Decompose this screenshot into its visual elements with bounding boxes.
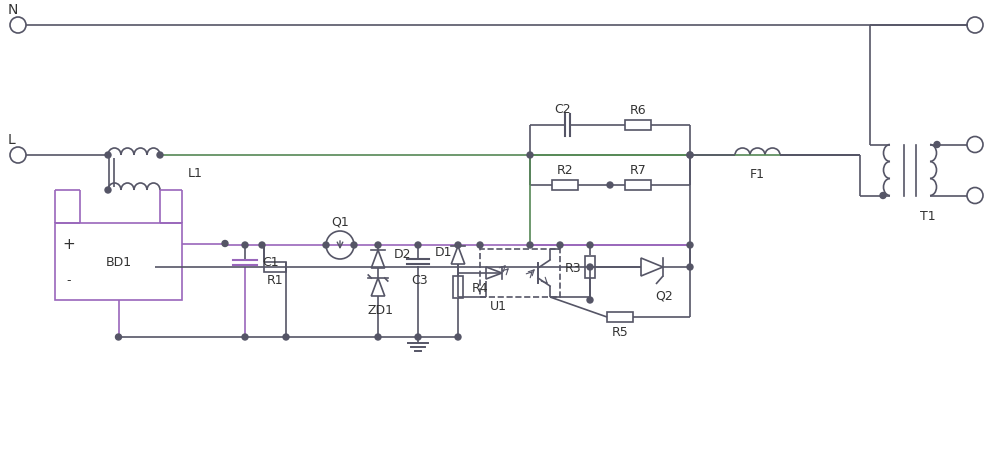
Text: C1: C1 (262, 256, 279, 269)
Text: U1: U1 (490, 300, 507, 313)
Circle shape (259, 243, 265, 248)
Circle shape (687, 243, 693, 248)
Text: BD1: BD1 (105, 255, 132, 268)
Bar (55, 223, 182, 300)
Text: D1: D1 (435, 245, 453, 258)
Text: N: N (8, 3, 18, 17)
Circle shape (527, 243, 533, 248)
Bar (552, 181, 578, 191)
Text: D2: D2 (394, 248, 412, 261)
Circle shape (116, 334, 122, 340)
Text: C3: C3 (412, 273, 428, 286)
Circle shape (222, 241, 228, 247)
Circle shape (415, 243, 421, 248)
Circle shape (880, 193, 886, 199)
Text: R4: R4 (472, 281, 489, 294)
Text: R2: R2 (557, 163, 573, 176)
Circle shape (323, 243, 329, 248)
Text: -: - (67, 273, 71, 286)
Text: L: L (8, 133, 16, 147)
Circle shape (527, 153, 533, 159)
Circle shape (105, 153, 111, 159)
Bar (264, 263, 286, 273)
Text: Q1: Q1 (331, 215, 349, 228)
Circle shape (455, 334, 461, 340)
Bar (625, 181, 651, 191)
Circle shape (687, 153, 693, 159)
Text: L1: L1 (188, 166, 202, 179)
Circle shape (157, 153, 163, 159)
Circle shape (587, 264, 593, 270)
Bar (585, 257, 595, 278)
Circle shape (607, 182, 613, 188)
Text: C2: C2 (555, 102, 571, 115)
Circle shape (687, 153, 693, 159)
Bar (625, 121, 651, 131)
Circle shape (455, 243, 461, 248)
Circle shape (105, 187, 111, 193)
Circle shape (477, 243, 483, 248)
Circle shape (375, 243, 381, 248)
Text: Q2: Q2 (655, 289, 673, 302)
Circle shape (415, 334, 421, 340)
Text: R1: R1 (267, 274, 283, 287)
Bar (480, 249, 560, 298)
Text: R7: R7 (630, 163, 646, 176)
Circle shape (557, 243, 563, 248)
Circle shape (934, 142, 940, 148)
Text: +: + (63, 237, 75, 252)
Text: R3: R3 (565, 261, 581, 274)
Text: R5: R5 (612, 325, 628, 338)
Text: T1: T1 (920, 210, 936, 222)
Circle shape (242, 334, 248, 340)
Bar (607, 312, 633, 322)
Circle shape (687, 264, 693, 270)
Text: F1: F1 (750, 167, 765, 180)
Bar (453, 276, 463, 298)
Text: R6: R6 (630, 103, 646, 116)
Circle shape (242, 243, 248, 248)
Circle shape (587, 243, 593, 248)
Circle shape (283, 334, 289, 340)
Circle shape (375, 334, 381, 340)
Circle shape (351, 243, 357, 248)
Circle shape (587, 298, 593, 303)
Text: ZD1: ZD1 (367, 303, 393, 316)
